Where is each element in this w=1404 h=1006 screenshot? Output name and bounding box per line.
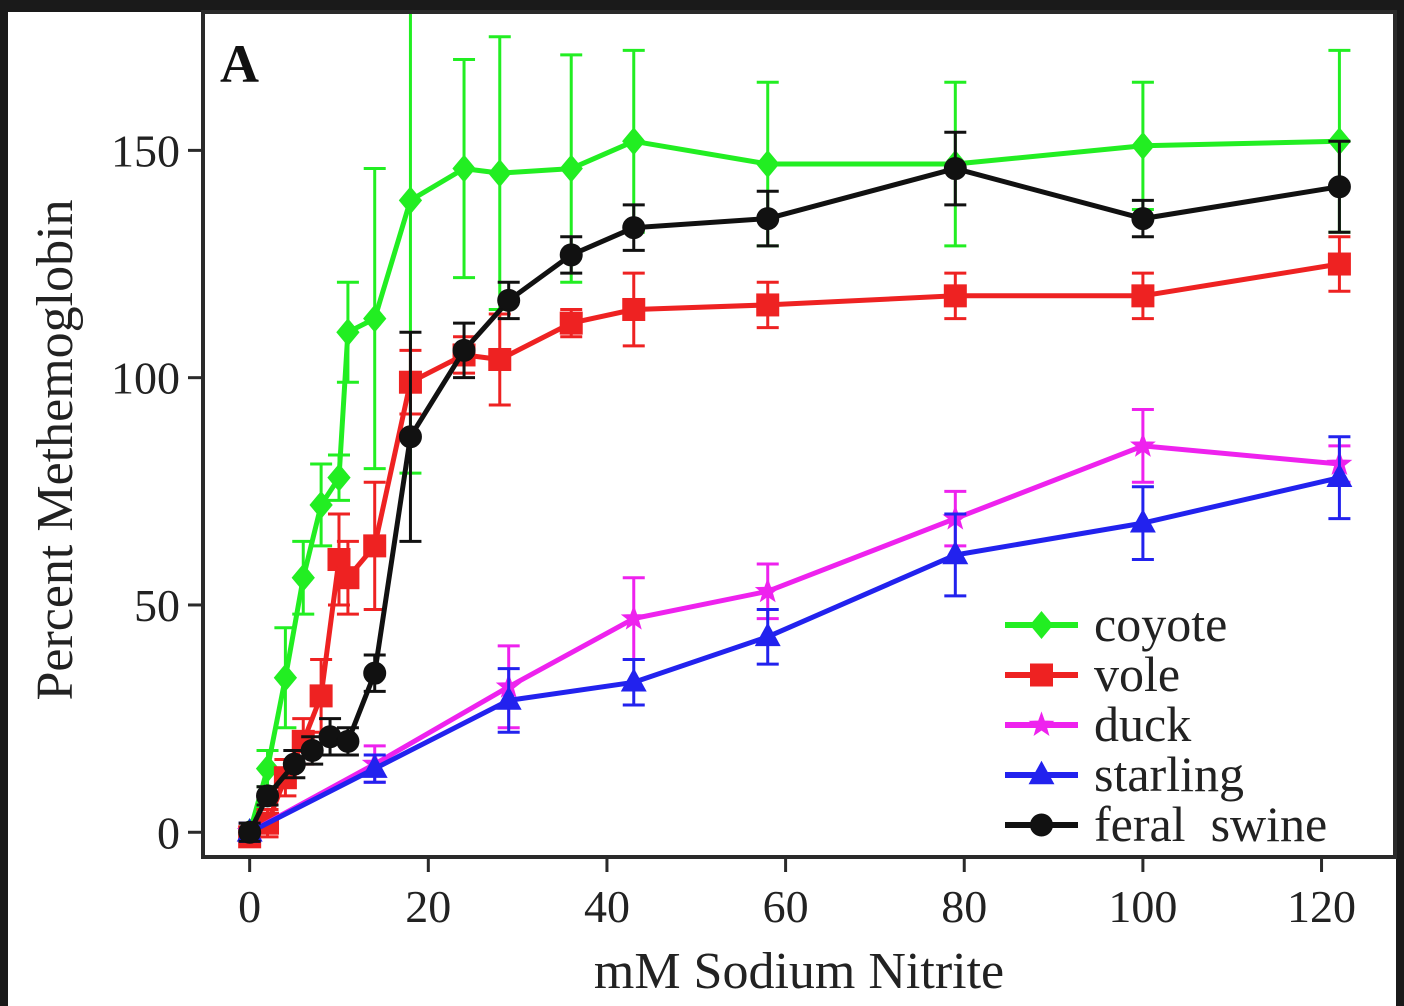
x-axis-title: mM Sodium Nitrite bbox=[594, 943, 1004, 1000]
x-tick-label: 120 bbox=[1287, 881, 1356, 932]
right-dark-band bbox=[1396, 0, 1404, 1006]
data-point-coyote bbox=[559, 154, 583, 183]
plot-frame bbox=[201, 10, 1397, 859]
data-point-vole bbox=[309, 684, 333, 708]
data-point-starling bbox=[754, 622, 781, 647]
data-point-coyote bbox=[398, 186, 423, 215]
y-tick-label: 100 bbox=[111, 353, 180, 404]
data-point-feral-swine bbox=[497, 288, 521, 312]
data-point-vole bbox=[622, 297, 646, 321]
x-tick-label: 40 bbox=[584, 881, 630, 932]
data-point-feral-swine bbox=[559, 243, 583, 267]
data-point-starling bbox=[1129, 508, 1156, 533]
data-point-coyote bbox=[273, 663, 298, 692]
data-point-vole bbox=[756, 293, 780, 317]
data-point-coyote bbox=[756, 150, 780, 178]
data-point-coyote bbox=[452, 154, 476, 183]
data-point-duck bbox=[620, 605, 647, 630]
data-point-feral-swine bbox=[300, 738, 324, 762]
legend-item-duck: duck bbox=[1005, 696, 1191, 752]
data-point-starling bbox=[361, 754, 388, 778]
data-point-feral-swine bbox=[256, 784, 280, 808]
legend-item-coyote: coyote bbox=[1005, 596, 1227, 652]
legend-swatch-marker bbox=[1030, 663, 1053, 687]
data-point-coyote bbox=[488, 159, 512, 188]
data-point-vole bbox=[943, 284, 967, 308]
data-point-coyote bbox=[327, 463, 351, 492]
data-point-coyote bbox=[255, 754, 280, 783]
data-point-feral-swine bbox=[238, 820, 262, 844]
data-point-feral-swine bbox=[622, 216, 646, 240]
y-axis-title: Percent Methemoglobin bbox=[27, 199, 84, 700]
legend-label: feral swine bbox=[1094, 796, 1327, 852]
data-point-coyote bbox=[336, 318, 360, 347]
series-starling bbox=[236, 435, 1353, 843]
series-feral-swine bbox=[238, 130, 1351, 844]
legend-label: vole bbox=[1094, 646, 1180, 702]
x-tick-label: 60 bbox=[763, 881, 809, 932]
data-point-feral-swine bbox=[1131, 207, 1155, 231]
x-tick-label: 80 bbox=[941, 881, 987, 932]
y-tick-label: 0 bbox=[157, 807, 180, 858]
data-point-feral-swine bbox=[282, 752, 306, 776]
data-point-duck bbox=[1129, 432, 1156, 457]
data-point-vole bbox=[336, 566, 360, 590]
legend-swatch-marker bbox=[1029, 611, 1054, 639]
y-axis-ticks: 0 50 100 150 bbox=[111, 125, 203, 858]
data-point-feral-swine bbox=[336, 729, 360, 753]
top-dark-band bbox=[0, 0, 1404, 12]
data-point-vole bbox=[559, 311, 583, 335]
legend-item-starling: starling bbox=[1005, 746, 1244, 802]
data-point-feral-swine bbox=[1327, 175, 1351, 199]
data-point-coyote bbox=[291, 563, 315, 592]
series-line-duck bbox=[248, 443, 1340, 835]
legend-label: duck bbox=[1094, 696, 1191, 752]
data-point-vole bbox=[1327, 252, 1351, 276]
legend-swatch-marker bbox=[1028, 760, 1055, 785]
data-point-feral-swine bbox=[943, 157, 967, 181]
data-point-vole bbox=[488, 347, 512, 371]
panel-label: A bbox=[220, 34, 259, 94]
legend-item-vole: vole bbox=[1005, 646, 1180, 702]
x-axis-ticks: 0 20 40 60 80 100 120 bbox=[238, 857, 1356, 932]
data-point-starling bbox=[620, 668, 647, 692]
data-point-starling bbox=[1326, 463, 1353, 487]
data-point-coyote bbox=[622, 127, 646, 156]
series-line-starling bbox=[248, 475, 1340, 835]
y-tick-label: 150 bbox=[111, 125, 180, 176]
data-point-duck bbox=[754, 577, 781, 603]
data-point-feral-swine bbox=[756, 207, 780, 231]
left-dark-band bbox=[0, 0, 8, 1006]
data-point-coyote bbox=[363, 304, 387, 333]
data-point-coyote bbox=[1131, 131, 1155, 160]
legend-label: starling bbox=[1094, 746, 1244, 802]
data-point-vole bbox=[363, 534, 387, 558]
data-point-feral-swine bbox=[452, 338, 476, 362]
y-tick-label: 50 bbox=[134, 580, 180, 631]
data-point-feral-swine bbox=[398, 425, 422, 449]
legend-swatch-marker bbox=[1028, 711, 1055, 736]
data-point-starling bbox=[942, 540, 969, 565]
legend-item-feral-swine: feral swine bbox=[1005, 796, 1327, 852]
data-point-vole bbox=[1131, 284, 1155, 308]
x-tick-label: 100 bbox=[1108, 881, 1177, 932]
x-tick-label: 0 bbox=[238, 881, 261, 932]
data-point-coyote bbox=[309, 490, 333, 519]
legend-label: coyote bbox=[1094, 596, 1227, 652]
data-point-feral-swine bbox=[363, 661, 387, 685]
legend-swatch-marker bbox=[1030, 813, 1053, 837]
series-layer bbox=[236, 14, 1353, 849]
x-tick-label: 20 bbox=[405, 881, 451, 932]
data-point-starling bbox=[495, 686, 522, 710]
